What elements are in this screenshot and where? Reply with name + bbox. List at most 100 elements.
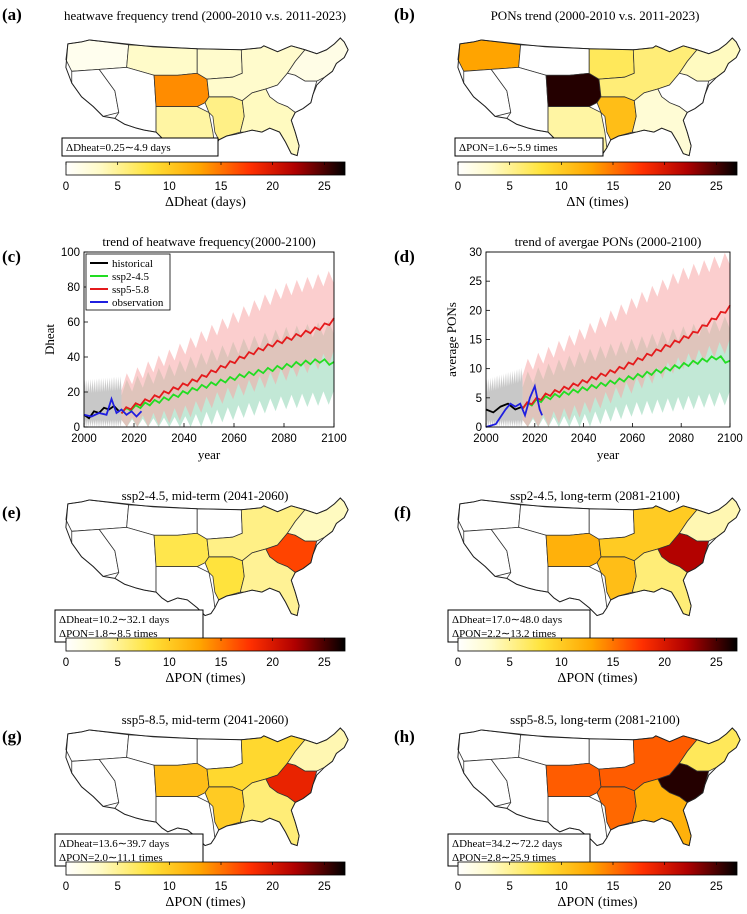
- x-tick-label: 2040: [571, 433, 597, 445]
- x-tick-label: 2000: [473, 433, 499, 445]
- colorbar-tick-label: 0: [63, 181, 69, 193]
- annotation-box: [61, 137, 219, 157]
- colorbar-tick-label: 0: [455, 181, 461, 193]
- us-map: [457, 37, 741, 157]
- annotation-box: [454, 137, 604, 157]
- panel-title: trend of heatwave frequency(2000-2100): [102, 234, 315, 249]
- colorbar-tick-label: 20: [266, 881, 279, 893]
- annotation-box: [447, 609, 591, 643]
- colorbar-tick-label: 0: [455, 881, 461, 893]
- line-panel-3: (d) trend of avergae PONs (2000-2100) 2000…: [394, 234, 743, 462]
- y-tick-label: 40: [67, 352, 80, 364]
- panel-title: heatwave frequency trend (2000-2010 v.s.…: [64, 8, 346, 23]
- y-tick-label: 20: [67, 387, 80, 399]
- us-outline: [65, 727, 349, 847]
- annotation-box: [54, 833, 204, 867]
- annotation-text: ΔPON=1.6∼5.9 times: [459, 142, 558, 154]
- us-map: [457, 727, 741, 847]
- colorbar-tick-label: 10: [163, 657, 176, 669]
- colorbar: [457, 861, 738, 876]
- colorbar-tick-label: 10: [555, 657, 568, 669]
- x-tick-label: 2000: [71, 433, 97, 445]
- annotation-text: ΔDheat=10.2∼32.1 days: [59, 614, 169, 626]
- y-tick-label: 10: [469, 364, 482, 376]
- us-map: [457, 497, 741, 617]
- region-cen_w: [588, 48, 635, 80]
- map-panel-1: (b) PONs trend (2000-2010 v.s. 2011-2023)…: [394, 5, 741, 210]
- y-tick-label: 30: [469, 247, 482, 259]
- series-ssp5-5.8: [120, 317, 335, 414]
- region-cen_w: [196, 48, 243, 80]
- colorbar-tick-label: 10: [555, 181, 568, 193]
- panel-label: (a): [2, 5, 22, 24]
- series-ssp2-4.5: [120, 358, 335, 414]
- colorbar: [65, 637, 346, 652]
- colorbar-tick-label: 15: [215, 881, 228, 893]
- series-observation: [83, 396, 143, 418]
- region-ne: [286, 37, 349, 82]
- panel-label: (f): [394, 503, 411, 522]
- map-panel-0: (a) heatwave frequency trend (2000-2010 v…: [2, 5, 349, 210]
- region-cen_w: [588, 738, 635, 770]
- colorbar-tick-label: 25: [710, 181, 723, 193]
- colorbar-tick-label: 20: [658, 657, 671, 669]
- region-cen_w: [196, 508, 243, 540]
- annotation-text: ΔPON=2.2∼13.2 times: [452, 628, 556, 640]
- y-axis-label: Dheat: [42, 324, 57, 355]
- colorbar-tick-label: 10: [555, 881, 568, 893]
- colorbar: [457, 161, 738, 176]
- panel-title: ssp2-4.5, long-term (2081-2100): [510, 488, 680, 503]
- colorbar-tick-label: 5: [114, 657, 120, 669]
- colorbar-label: ΔPON (times): [165, 895, 246, 910]
- region-ne: [678, 497, 741, 542]
- colorbar-tick-label: 0: [455, 657, 461, 669]
- annotation-text: ΔPON=1.8∼8.5 times: [59, 628, 158, 640]
- line-panel-2: (c) trend of heatwave frequency(2000-2100…: [2, 234, 347, 462]
- region-cen_w: [196, 738, 243, 770]
- colorbar-tick-label: 25: [318, 881, 331, 893]
- x-tick-label: 2080: [271, 433, 297, 445]
- region-south: [545, 532, 602, 567]
- colorbar-label: ΔPON (times): [557, 895, 638, 910]
- annotation-text: ΔDheat=13.6∼39.7 days: [59, 838, 169, 850]
- axes-box: [83, 251, 335, 428]
- colorbar-tick-label: 15: [215, 657, 228, 669]
- x-tick-label: 2040: [171, 433, 197, 445]
- colorbar-tick-label: 15: [607, 881, 620, 893]
- x-axis-label: year: [198, 447, 221, 462]
- colorbar: [457, 637, 738, 652]
- legend-entry: ssp2-4.5: [112, 271, 149, 283]
- colorbar-label: ΔDheat (days): [165, 195, 246, 210]
- colorbar-tick-label: 0: [63, 657, 69, 669]
- annotation-text: ΔPON=2.8∼25.9 times: [452, 852, 556, 864]
- colorbar-tick-label: 20: [266, 657, 279, 669]
- y-tick-label: 20: [469, 305, 482, 317]
- region-ne: [286, 497, 349, 542]
- region-sw: [547, 566, 608, 617]
- region-ne: [678, 727, 741, 772]
- x-tick-label: 2100: [321, 433, 347, 445]
- colorbar-tick-label: 5: [114, 181, 120, 193]
- colorbar: [65, 861, 346, 876]
- map-panel-6: (g) ssp5-8.5, mid-term (2041-2060) ΔDheat=…: [2, 712, 349, 910]
- region-nw: [457, 729, 522, 762]
- series-ssp2-4.5: [521, 355, 731, 410]
- uncertainty-band: [486, 367, 523, 427]
- colorbar-label: ΔPON (times): [557, 671, 638, 686]
- region-south: [545, 762, 602, 797]
- us-outline: [457, 497, 741, 617]
- x-axis-label: year: [597, 447, 620, 462]
- y-tick-label: 5: [476, 393, 482, 405]
- panel-title: ssp2-4.5, mid-term (2041-2060): [122, 488, 289, 503]
- panel-label: (c): [2, 247, 21, 266]
- y-tick-label: 0: [74, 422, 80, 434]
- region-nw: [65, 39, 130, 72]
- colorbar-tick-label: 15: [215, 181, 228, 193]
- colorbar-tick-label: 15: [607, 657, 620, 669]
- map-panel-4: (e) ssp2-4.5, mid-term (2041-2060) ΔDheat=…: [2, 488, 349, 686]
- x-tick-label: 2100: [717, 433, 743, 445]
- y-tick-label: 0: [476, 422, 482, 434]
- series-historical: [83, 404, 120, 420]
- region-ne: [678, 37, 741, 82]
